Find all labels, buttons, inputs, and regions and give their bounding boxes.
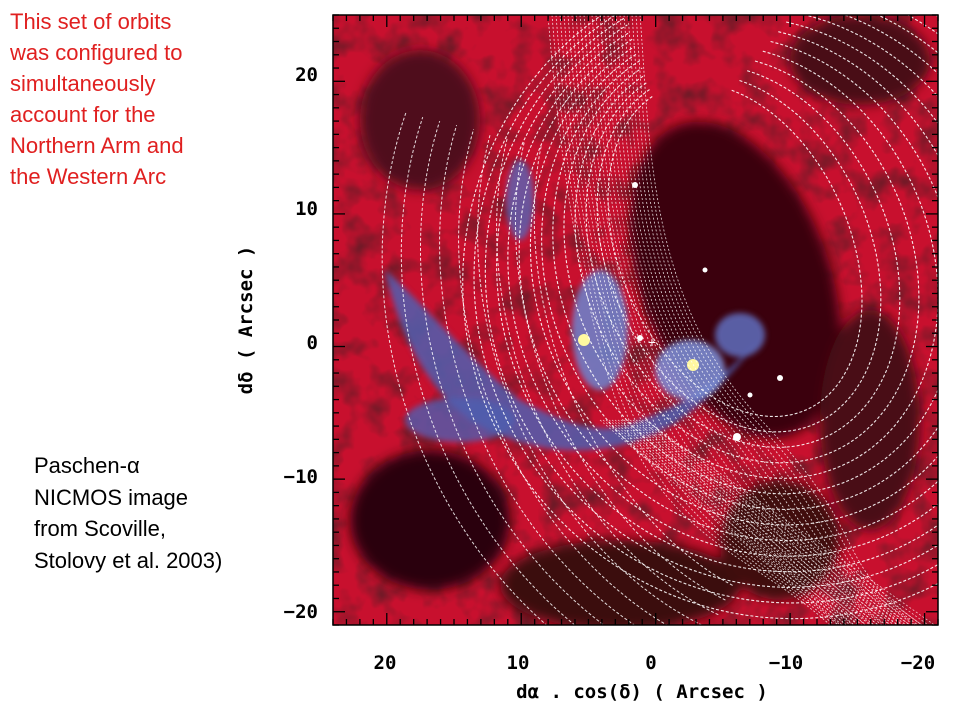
annotation-credit-line: Stolovy et al. 2003) (34, 547, 223, 573)
x-axis-label: dα . cos(δ) ( Arcsec ) (516, 681, 768, 703)
orbit-curve (585, 70, 901, 448)
orbit-curve (614, 419, 873, 625)
orbit-curve (507, 15, 938, 557)
orbit-curve (400, 116, 576, 625)
x-tick-label: −20 (901, 652, 935, 674)
orbit-curve (473, 15, 938, 604)
orbit-curve (599, 419, 841, 625)
annotation-credit-line: Paschen-α (34, 453, 140, 478)
bright-sources (578, 182, 783, 441)
orbit-curve (496, 15, 938, 573)
x-axis: 20 10 0 −10 −20 dα . cos(δ) ( Arcsec ) (374, 652, 936, 703)
axis-ticks (332, 14, 939, 626)
orbit-curve (639, 15, 923, 625)
orbit-curve (518, 15, 938, 542)
orbit-curve (579, 15, 863, 625)
orbit-curve (439, 125, 636, 625)
orbit-curve (477, 133, 703, 625)
orbit-curve (559, 15, 843, 625)
x-tick-label: −10 (769, 652, 803, 674)
orbit-curve (496, 137, 719, 616)
annotation-orbits: This set of orbits was configured to sim… (10, 6, 272, 192)
annotation-orbits-line: Northern Arm and (10, 133, 184, 158)
orbit-curve (635, 15, 919, 625)
orbit-curve (623, 15, 907, 625)
orbit-curve (381, 112, 548, 625)
orbit-curve (632, 419, 911, 625)
orbit-curve (595, 15, 879, 625)
y-tick-label: 20 (295, 64, 318, 86)
y-axis: 20 10 0 −10 −20 dδ ( Arcsec ) (235, 64, 318, 623)
orbit-curve (617, 419, 879, 625)
annotation-orbits-line: account for the (10, 102, 156, 127)
orbit-lines (381, 15, 938, 625)
orbit-curve (420, 120, 605, 625)
orbit-curve (599, 15, 883, 625)
orbit-curve (575, 15, 859, 625)
orbit-curve (551, 15, 835, 625)
orbit-curve (515, 141, 726, 601)
y-tick-label: 0 (307, 332, 318, 354)
orbit-curve (615, 15, 899, 625)
x-tick-label: 20 (374, 652, 397, 674)
orbit-curve (619, 15, 903, 625)
y-tick-label: −20 (284, 601, 318, 623)
orbit-curve (638, 419, 923, 625)
nebula-image: + (333, 15, 938, 625)
center-marker: + (648, 334, 656, 350)
orbit-curve (563, 50, 938, 479)
orbit-curve (623, 419, 892, 625)
orbit-curve (541, 31, 938, 510)
orbit-curve (555, 15, 839, 625)
x-tick-label: 0 (645, 652, 656, 674)
orbit-curve (620, 419, 886, 625)
orbit-curve (635, 419, 917, 625)
orbit-curve (552, 40, 938, 495)
orbit-curve (567, 15, 851, 625)
annotation-credit-line: from Scoville, (34, 516, 167, 541)
orbit-curve (603, 15, 887, 625)
orbit-curve (571, 15, 855, 625)
orbit-curve (591, 15, 875, 625)
x-tick-label: 10 (507, 652, 530, 674)
orbit-curve (611, 15, 895, 625)
annotation-orbits-line: the Western Arc (10, 164, 167, 189)
orbit-curve (607, 15, 891, 625)
orbit-curve (574, 60, 920, 464)
orbit-curve (583, 15, 867, 625)
orbit-curve (626, 419, 898, 625)
annotation-image-credit: Paschen-α NICMOS image from Scoville, St… (34, 450, 324, 576)
orbit-curve (641, 419, 929, 625)
orbit-curve (596, 79, 882, 433)
y-tick-label: −10 (284, 466, 318, 488)
y-tick-label: 10 (295, 198, 318, 220)
orbit-curve (605, 419, 854, 625)
orbit-curve (533, 145, 733, 586)
orbit-curve (458, 129, 668, 625)
orbit-curve (607, 89, 863, 418)
annotation-orbits-line: This set of orbits (10, 9, 172, 34)
orbit-curve (484, 15, 938, 588)
orbit-curve (563, 15, 847, 625)
annotation-orbits-line: was configured to (10, 40, 183, 65)
annotation-credit-line: NICMOS image (34, 484, 189, 510)
y-axis-label: dδ ( Arcsec ) (235, 246, 257, 395)
orbit-curve (611, 419, 867, 625)
orbit-curve (602, 419, 847, 625)
orbit-curve (644, 419, 936, 625)
orbit-curve (631, 15, 915, 625)
annotation-orbits-line: simultaneously (10, 71, 156, 96)
